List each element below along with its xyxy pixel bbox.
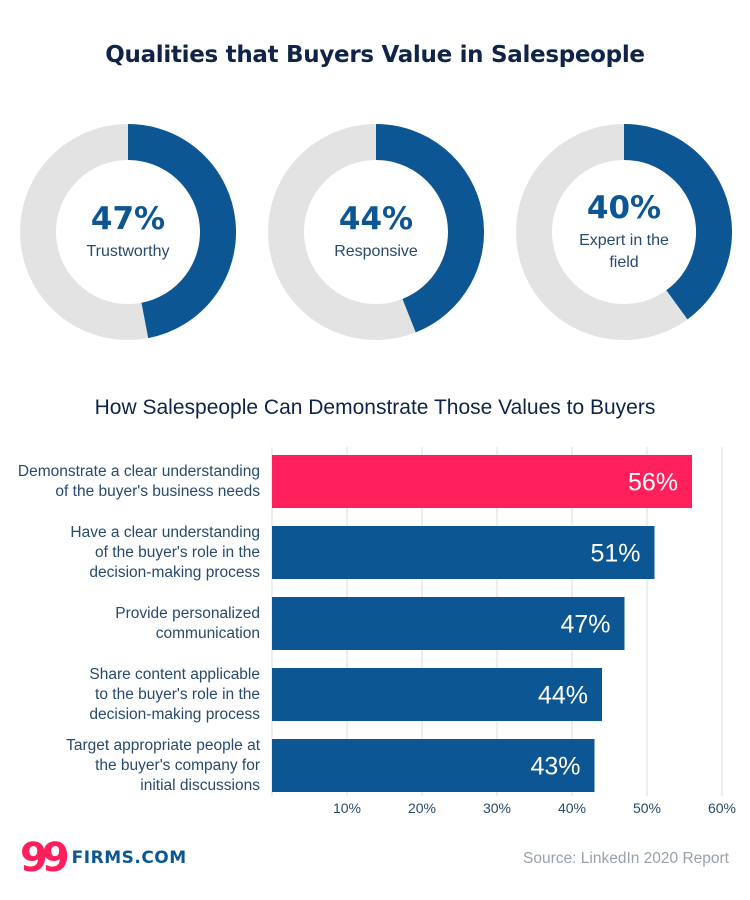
logo-text: FIRMS.COM <box>71 848 187 868</box>
bar <box>272 526 655 579</box>
donut-arc <box>375 124 484 333</box>
donut-value: 40% <box>586 190 662 226</box>
x-tick-label: 40% <box>558 800 586 816</box>
category-label-line: Demonstrate a clear understanding <box>17 462 260 480</box>
bar <box>272 455 692 508</box>
donut-label: Responsive <box>334 243 418 260</box>
category-label-line: Provide personalized <box>115 604 260 622</box>
bar-value-label: 47% <box>560 611 610 639</box>
x-tick-label: 50% <box>633 800 661 816</box>
bar-value-label: 56% <box>628 469 678 497</box>
logo-mark: 99 <box>20 835 70 881</box>
category-label-line: decision-making process <box>89 563 260 581</box>
donut-chart-svg <box>268 124 484 340</box>
donut-responsive: 44% Responsive <box>268 124 484 340</box>
donut-arc <box>623 124 732 320</box>
donut-expert: 40% Expert in the field <box>516 124 732 340</box>
category-label-line: decision-making process <box>89 705 260 723</box>
bar-chart: 10% 20% 30% 40% 50% 60% 56% 51% 47% 44% 43% <box>271 447 736 816</box>
category-label: Target appropriate people at the buyer's … <box>0 736 260 796</box>
main-title: Qualities that Buyers Value in Salespeop… <box>105 42 645 68</box>
donut-label: Expert in the field <box>579 232 669 271</box>
category-label-line: the buyer's company for <box>95 756 260 774</box>
category-label-line: initial discussions <box>140 776 260 794</box>
x-tick-label: 30% <box>483 800 511 816</box>
category-label-line: to the buyer's role in the <box>95 685 260 703</box>
bar-value-label: 51% <box>590 540 640 568</box>
donut-chart-svg <box>20 124 236 340</box>
category-label: Provide personalized communication <box>0 604 260 644</box>
donut-value: 44% <box>338 201 414 237</box>
donut-trustworthy: 47% Trustworthy <box>20 124 236 340</box>
logo: 99 FIRMS.COM <box>20 838 187 878</box>
category-label-line: Share content applicable <box>89 665 260 683</box>
donut-chart-svg <box>516 124 732 340</box>
category-label: Have a clear understanding of the buyer's… <box>0 523 260 583</box>
bar-value-label: 43% <box>530 753 580 781</box>
x-tick-label: 20% <box>408 800 436 816</box>
category-label-line: of the buyer's role in the <box>95 543 260 561</box>
bar <box>272 668 602 721</box>
donut-label: Trustworthy <box>86 243 170 260</box>
category-label: Demonstrate a clear understanding of the … <box>0 462 260 502</box>
donut-arc <box>127 124 236 339</box>
bar <box>272 739 595 792</box>
bar-chart-title: How Salespeople Can Demonstrate Those Va… <box>94 396 656 419</box>
x-tick-label: 60% <box>708 800 736 816</box>
x-tick-label: 10% <box>333 800 361 816</box>
source-note: Source: LinkedIn 2020 Report <box>523 850 729 867</box>
category-label: Share content applicable to the buyer's r… <box>0 665 260 725</box>
category-label-line: of the buyer's business needs <box>55 482 260 500</box>
donut-value: 47% <box>90 201 166 237</box>
category-label-line: Have a clear understanding <box>70 523 260 541</box>
category-label-line: communication <box>155 624 260 642</box>
bar-value-label: 44% <box>538 682 588 710</box>
bar <box>272 597 625 650</box>
category-label-line: Target appropriate people at <box>66 736 260 754</box>
